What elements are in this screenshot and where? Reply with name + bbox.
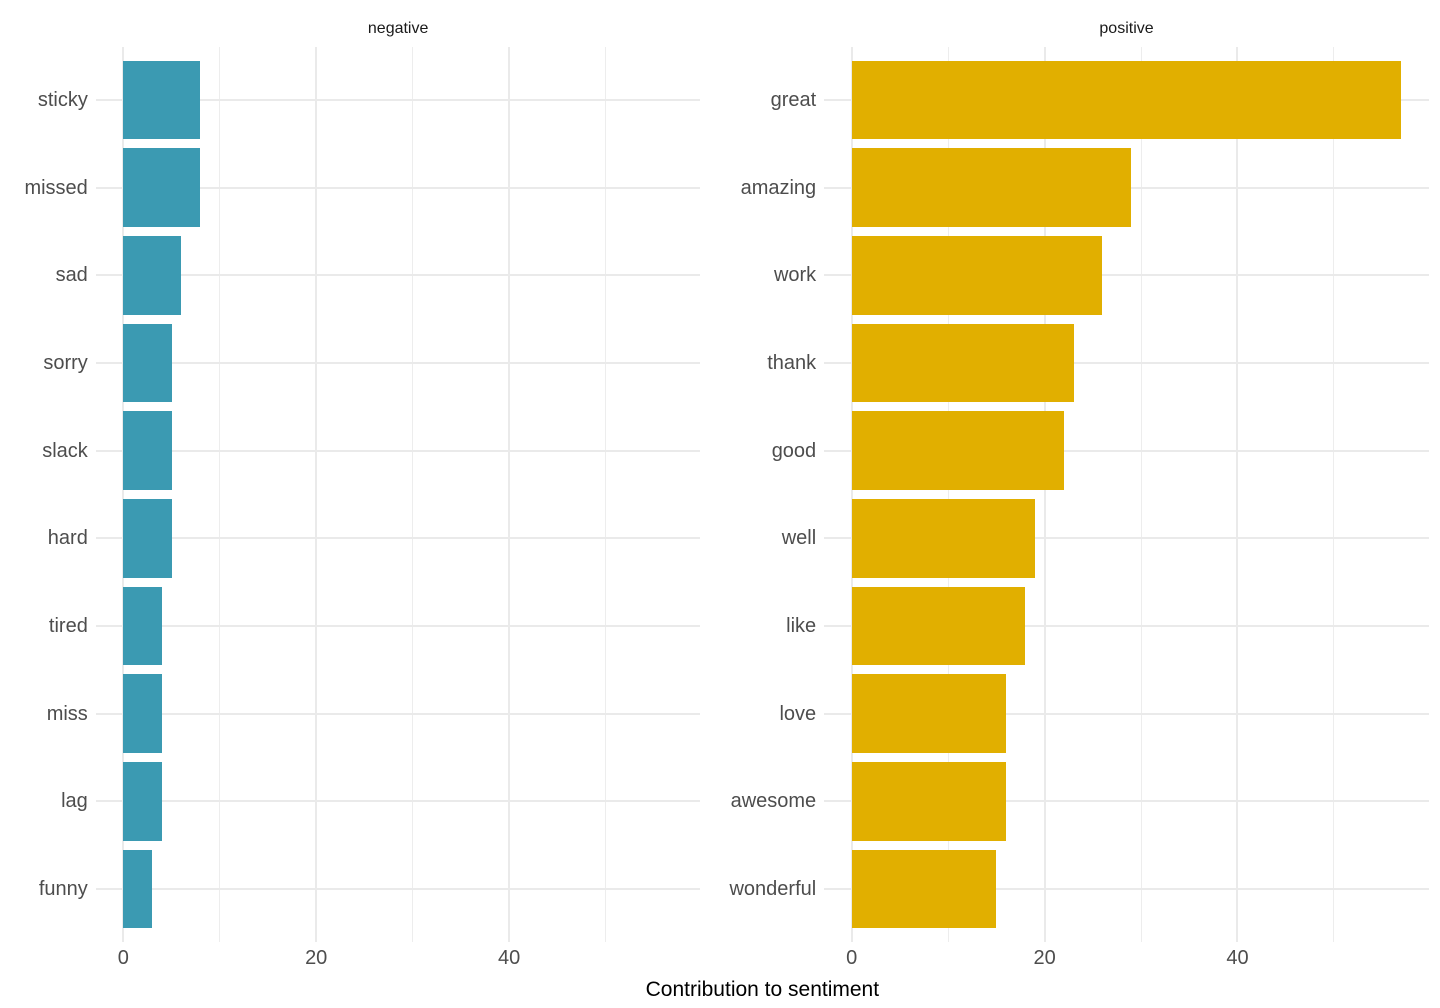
category-label-tired: tired	[48, 614, 88, 637]
bar-awesome	[851, 761, 1006, 841]
category-label-wonderful: wonderful	[729, 877, 817, 900]
gridline-row-love	[824, 712, 1429, 715]
x-tick-label-0-negative: 0	[117, 947, 129, 969]
panel-positive	[824, 47, 1429, 942]
category-label-missed: missed	[24, 176, 88, 199]
bar-hard	[123, 498, 172, 578]
bar-well	[851, 498, 1035, 578]
gridline-major-x0	[850, 47, 853, 942]
category-label-like: like	[786, 614, 817, 637]
gridline-minor-x30	[1140, 47, 1142, 942]
category-label-amazing: amazing	[740, 176, 817, 199]
category-label-awesome: awesome	[730, 790, 817, 813]
bar-wonderful	[851, 849, 997, 929]
category-label-sad: sad	[55, 264, 88, 287]
bar-thank	[851, 323, 1074, 403]
gridline-row-hard	[95, 537, 701, 540]
bar-work	[851, 235, 1103, 315]
bar-love	[851, 674, 1006, 754]
category-label-good: good	[771, 439, 817, 462]
gridline-minor-x50	[605, 47, 607, 942]
gridline-minor-x10	[947, 47, 949, 942]
category-label-great: great	[770, 88, 817, 111]
category-label-sorry: sorry	[43, 351, 88, 374]
x-tick-label-20-positive: 20	[1033, 947, 1056, 969]
bar-great	[851, 60, 1402, 140]
gridline-row-sad	[95, 274, 701, 277]
panel-negative	[95, 47, 701, 942]
x-tick-label-40-positive: 40	[1226, 947, 1249, 969]
category-label-love: love	[779, 702, 817, 725]
gridline-row-miss	[95, 712, 701, 715]
gridline-row-work	[824, 274, 1429, 277]
gridline-major-x20	[1043, 47, 1046, 942]
x-tick-label-20-negative: 20	[305, 947, 328, 969]
bar-funny	[123, 849, 153, 929]
gridline-row-wonderful	[824, 887, 1429, 890]
gridline-row-sticky	[95, 98, 701, 101]
bar-like	[851, 586, 1026, 666]
category-label-funny: funny	[38, 877, 88, 900]
gridline-row-tired	[95, 624, 701, 627]
category-label-sticky: sticky	[37, 88, 88, 111]
gridline-row-good	[824, 449, 1429, 452]
gridline-row-funny	[95, 887, 701, 890]
gridline-row-thank	[824, 361, 1429, 364]
bar-sorry	[123, 323, 172, 403]
gridline-major-x40	[1236, 47, 1239, 942]
gridline-minor-x10	[219, 47, 221, 942]
gridline-minor-x50	[1333, 47, 1335, 942]
facet-title-negative: negative	[367, 20, 429, 37]
y-axis-labels-negative: sticky missed sad sorry slack hard tired miss la…	[0, 47, 88, 941]
category-label-thank: thank	[767, 351, 817, 374]
gridline-row-sorry	[95, 361, 701, 364]
bar-lag	[123, 761, 162, 841]
x-tick-label-0-positive: 0	[846, 947, 858, 969]
category-label-miss: miss	[46, 702, 88, 725]
gridline-major-x20	[315, 47, 318, 942]
category-label-well: well	[781, 527, 817, 550]
x-axis-title: Contribution to sentiment	[645, 978, 880, 1001]
gridline-row-awesome	[824, 800, 1429, 803]
bar-slack	[123, 411, 172, 491]
gridline-major-x0	[122, 47, 125, 942]
bar-good	[851, 411, 1064, 491]
x-tick-label-40-negative: 40	[497, 947, 521, 969]
gridline-major-x40	[508, 47, 511, 942]
category-label-work: work	[773, 264, 817, 287]
category-label-lag: lag	[61, 790, 88, 813]
category-label-hard: hard	[47, 527, 88, 550]
gridline-row-lag	[95, 800, 701, 803]
gridline-row-like	[824, 624, 1429, 627]
gridline-minor-x30	[412, 47, 414, 942]
bar-missed	[123, 148, 201, 228]
bar-sad	[123, 235, 182, 315]
y-axis-labels-positive: great amazing work thank good well like love awe…	[700, 47, 816, 941]
facet-title-positive: positive	[1099, 20, 1154, 37]
gridline-row-slack	[95, 449, 701, 452]
bar-amazing	[851, 148, 1132, 228]
category-label-slack: slack	[42, 439, 88, 462]
bar-miss	[123, 674, 162, 754]
gridline-row-well	[824, 537, 1429, 540]
gridline-row-missed	[95, 186, 701, 189]
bar-tired	[123, 586, 162, 666]
bar-sticky	[123, 60, 201, 140]
